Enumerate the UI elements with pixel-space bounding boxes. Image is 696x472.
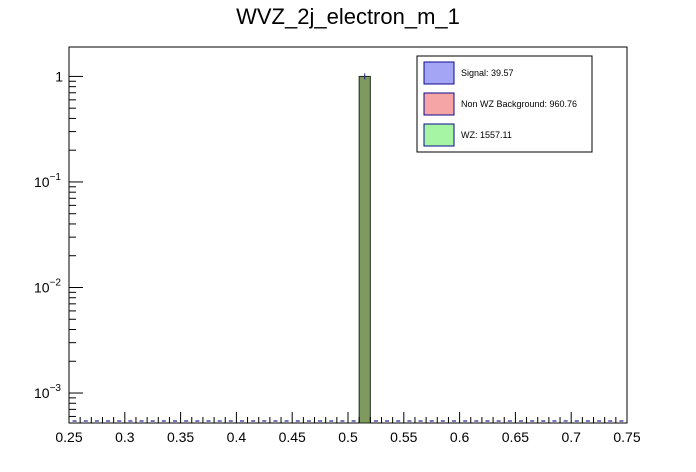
x-tick-label: 0.7 [561,429,581,445]
x-tick-label: 0.55 [390,429,417,445]
x-tick-label: 0.3 [115,429,135,445]
y-tick-label: 10−2 [34,277,61,295]
bar-0 [358,75,371,424]
chart-title: WVZ_2j_electron_m_1 [236,4,460,29]
legend-label-1: Non WZ Background: 960.76 [461,99,577,109]
bars [358,73,371,424]
legend-swatch-2 [423,123,455,147]
x-tick-label: 0.25 [55,429,82,445]
y-tick-label: 10−1 [34,172,61,190]
legend: Signal: 39.57 Non WZ Background: 960.76 WZ… [416,55,593,153]
legend-label-2: WZ: 1557.11 [461,130,512,140]
x-tick-label: 0.45 [279,429,306,445]
y-axis: 1 10−1 10−2 10−3 [34,68,83,417]
legend-label-0: Signal: 39.57 [461,68,514,78]
y-tick-label: 1 [55,68,63,84]
x-axis: 0.25 0.3 0.35 0.4 0.45 0.5 0.55 0.6 0.65 0.7 0.75 [55,412,641,445]
legend-swatch-0 [423,61,455,85]
x-tick-label: 0.4 [227,429,247,445]
x-tick-label: 0.75 [613,429,640,445]
x-tick-label: 0.6 [450,429,470,445]
legend-swatch-1 [423,92,455,116]
y-tick-label: 10−3 [34,383,61,401]
x-tick-label: 0.65 [502,429,529,445]
x-tick-label: 0.5 [338,429,358,445]
x-tick-label: 0.35 [167,429,194,445]
